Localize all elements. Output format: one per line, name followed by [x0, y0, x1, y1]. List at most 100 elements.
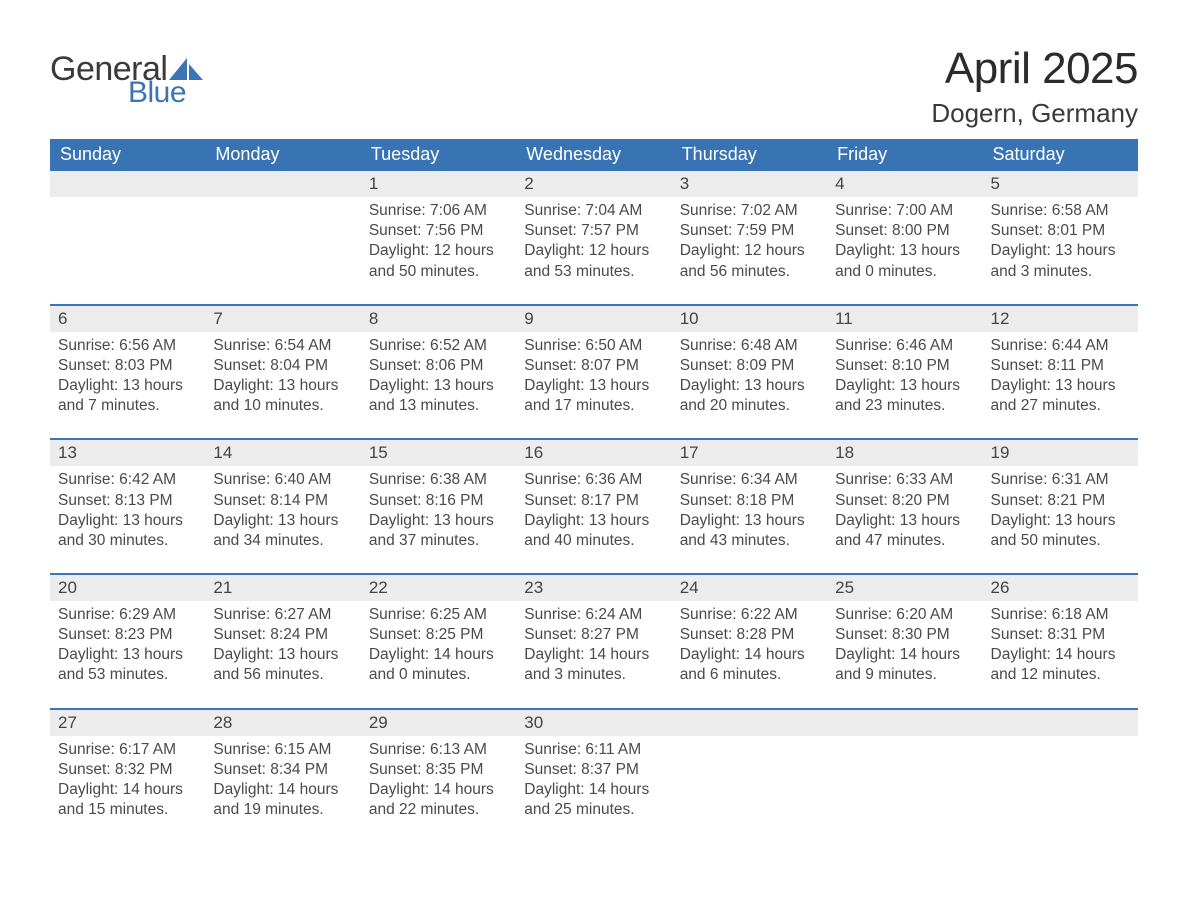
day-number-cell: 11: [827, 305, 982, 332]
sunset-line: Sunset: 8:07 PM: [524, 356, 663, 376]
daylight-line: Daylight: 13 hours and 23 minutes.: [835, 376, 974, 416]
sunrise-line: Sunrise: 6:56 AM: [58, 336, 197, 356]
daylight-line: Daylight: 14 hours and 19 minutes.: [213, 780, 352, 820]
daylight-line: Daylight: 13 hours and 43 minutes.: [680, 511, 819, 551]
calendar-table: SundayMondayTuesdayWednesdayThursdayFrid…: [50, 139, 1138, 842]
daylight-line: Daylight: 12 hours and 53 minutes.: [524, 241, 663, 281]
daylight-line: Daylight: 13 hours and 30 minutes.: [58, 511, 197, 551]
sunrise-line: Sunrise: 6:29 AM: [58, 605, 197, 625]
daylight-line: Daylight: 13 hours and 3 minutes.: [991, 241, 1130, 281]
sunrise-line: Sunrise: 6:18 AM: [991, 605, 1130, 625]
title-block: April 2025 Dogern, Germany: [931, 44, 1138, 129]
sunrise-line: Sunrise: 6:48 AM: [680, 336, 819, 356]
day-number-cell: 5: [983, 171, 1138, 197]
day-detail-cell: Sunrise: 6:42 AMSunset: 8:13 PMDaylight:…: [50, 466, 205, 574]
sunrise-line: Sunrise: 7:06 AM: [369, 201, 508, 221]
daylight-line: Daylight: 14 hours and 3 minutes.: [524, 645, 663, 685]
day-detail-cell: Sunrise: 6:13 AMSunset: 8:35 PMDaylight:…: [361, 736, 516, 843]
calendar-header: SundayMondayTuesdayWednesdayThursdayFrid…: [50, 139, 1138, 171]
sunset-line: Sunset: 8:28 PM: [680, 625, 819, 645]
daylight-line: Daylight: 13 hours and 7 minutes.: [58, 376, 197, 416]
weekday-header: Sunday: [50, 139, 205, 171]
day-detail-cell: Sunrise: 6:36 AMSunset: 8:17 PMDaylight:…: [516, 466, 671, 574]
day-number-cell: 28: [205, 709, 360, 736]
day-detail-cell: Sunrise: 6:58 AMSunset: 8:01 PMDaylight:…: [983, 197, 1138, 305]
day-detail-cell: Sunrise: 6:50 AMSunset: 8:07 PMDaylight:…: [516, 332, 671, 440]
daylight-line: Daylight: 13 hours and 20 minutes.: [680, 376, 819, 416]
day-number-cell: 9: [516, 305, 671, 332]
sunset-line: Sunset: 8:04 PM: [213, 356, 352, 376]
sunrise-line: Sunrise: 6:54 AM: [213, 336, 352, 356]
sunrise-line: Sunrise: 6:33 AM: [835, 470, 974, 490]
day-detail-cell: Sunrise: 7:00 AMSunset: 8:00 PMDaylight:…: [827, 197, 982, 305]
day-number-cell: 21: [205, 574, 360, 601]
daylight-line: Daylight: 13 hours and 10 minutes.: [213, 376, 352, 416]
day-detail-cell: Sunrise: 6:34 AMSunset: 8:18 PMDaylight:…: [672, 466, 827, 574]
sunrise-line: Sunrise: 6:50 AM: [524, 336, 663, 356]
daylight-line: Daylight: 13 hours and 53 minutes.: [58, 645, 197, 685]
day-detail-cell: [50, 197, 205, 305]
day-number-cell: [672, 709, 827, 736]
daylight-line: Daylight: 13 hours and 40 minutes.: [524, 511, 663, 551]
day-number-cell: [983, 709, 1138, 736]
day-detail-cell: [983, 736, 1138, 843]
day-number-cell: 23: [516, 574, 671, 601]
day-number-cell: 16: [516, 439, 671, 466]
day-detail-cell: Sunrise: 6:25 AMSunset: 8:25 PMDaylight:…: [361, 601, 516, 709]
day-number-cell: 20: [50, 574, 205, 601]
day-number-cell: 3: [672, 171, 827, 197]
sunset-line: Sunset: 8:32 PM: [58, 760, 197, 780]
brand-word-2: Blue: [128, 78, 203, 108]
sunset-line: Sunset: 8:31 PM: [991, 625, 1130, 645]
day-detail-cell: Sunrise: 6:17 AMSunset: 8:32 PMDaylight:…: [50, 736, 205, 843]
sunrise-line: Sunrise: 6:22 AM: [680, 605, 819, 625]
sunset-line: Sunset: 7:56 PM: [369, 221, 508, 241]
sunrise-line: Sunrise: 6:17 AM: [58, 740, 197, 760]
sunrise-line: Sunrise: 6:27 AM: [213, 605, 352, 625]
daylight-line: Daylight: 13 hours and 17 minutes.: [524, 376, 663, 416]
sunset-line: Sunset: 8:30 PM: [835, 625, 974, 645]
sunrise-line: Sunrise: 6:46 AM: [835, 336, 974, 356]
sunrise-line: Sunrise: 6:38 AM: [369, 470, 508, 490]
day-detail-cell: Sunrise: 6:46 AMSunset: 8:10 PMDaylight:…: [827, 332, 982, 440]
sunset-line: Sunset: 7:59 PM: [680, 221, 819, 241]
day-number-cell: 1: [361, 171, 516, 197]
sunset-line: Sunset: 8:23 PM: [58, 625, 197, 645]
day-number-cell: 25: [827, 574, 982, 601]
weekday-header: Wednesday: [516, 139, 671, 171]
day-number-cell: 22: [361, 574, 516, 601]
day-detail-cell: Sunrise: 6:20 AMSunset: 8:30 PMDaylight:…: [827, 601, 982, 709]
sunset-line: Sunset: 8:00 PM: [835, 221, 974, 241]
sunrise-line: Sunrise: 7:00 AM: [835, 201, 974, 221]
day-number-cell: 27: [50, 709, 205, 736]
daylight-line: Daylight: 14 hours and 9 minutes.: [835, 645, 974, 685]
day-number-cell: 19: [983, 439, 1138, 466]
sunrise-line: Sunrise: 6:40 AM: [213, 470, 352, 490]
day-number-cell: 15: [361, 439, 516, 466]
sunset-line: Sunset: 8:24 PM: [213, 625, 352, 645]
day-number-cell: 6: [50, 305, 205, 332]
brand-logo: General Blue: [50, 52, 203, 108]
day-detail-cell: [672, 736, 827, 843]
day-number-cell: 2: [516, 171, 671, 197]
sunset-line: Sunset: 8:21 PM: [991, 491, 1130, 511]
weekday-header: Saturday: [983, 139, 1138, 171]
day-number-cell: 26: [983, 574, 1138, 601]
sunset-line: Sunset: 8:35 PM: [369, 760, 508, 780]
day-detail-cell: Sunrise: 6:38 AMSunset: 8:16 PMDaylight:…: [361, 466, 516, 574]
sunrise-line: Sunrise: 7:02 AM: [680, 201, 819, 221]
day-number-cell: 24: [672, 574, 827, 601]
day-number-cell: 29: [361, 709, 516, 736]
sunrise-line: Sunrise: 6:52 AM: [369, 336, 508, 356]
sunrise-line: Sunrise: 6:25 AM: [369, 605, 508, 625]
weekday-header: Thursday: [672, 139, 827, 171]
daylight-line: Daylight: 14 hours and 6 minutes.: [680, 645, 819, 685]
location-label: Dogern, Germany: [931, 98, 1138, 129]
sunset-line: Sunset: 8:01 PM: [991, 221, 1130, 241]
day-detail-cell: Sunrise: 6:27 AMSunset: 8:24 PMDaylight:…: [205, 601, 360, 709]
sunset-line: Sunset: 8:17 PM: [524, 491, 663, 511]
sunset-line: Sunset: 8:27 PM: [524, 625, 663, 645]
daylight-line: Daylight: 13 hours and 50 minutes.: [991, 511, 1130, 551]
day-number-cell: 10: [672, 305, 827, 332]
day-detail-cell: Sunrise: 7:04 AMSunset: 7:57 PMDaylight:…: [516, 197, 671, 305]
